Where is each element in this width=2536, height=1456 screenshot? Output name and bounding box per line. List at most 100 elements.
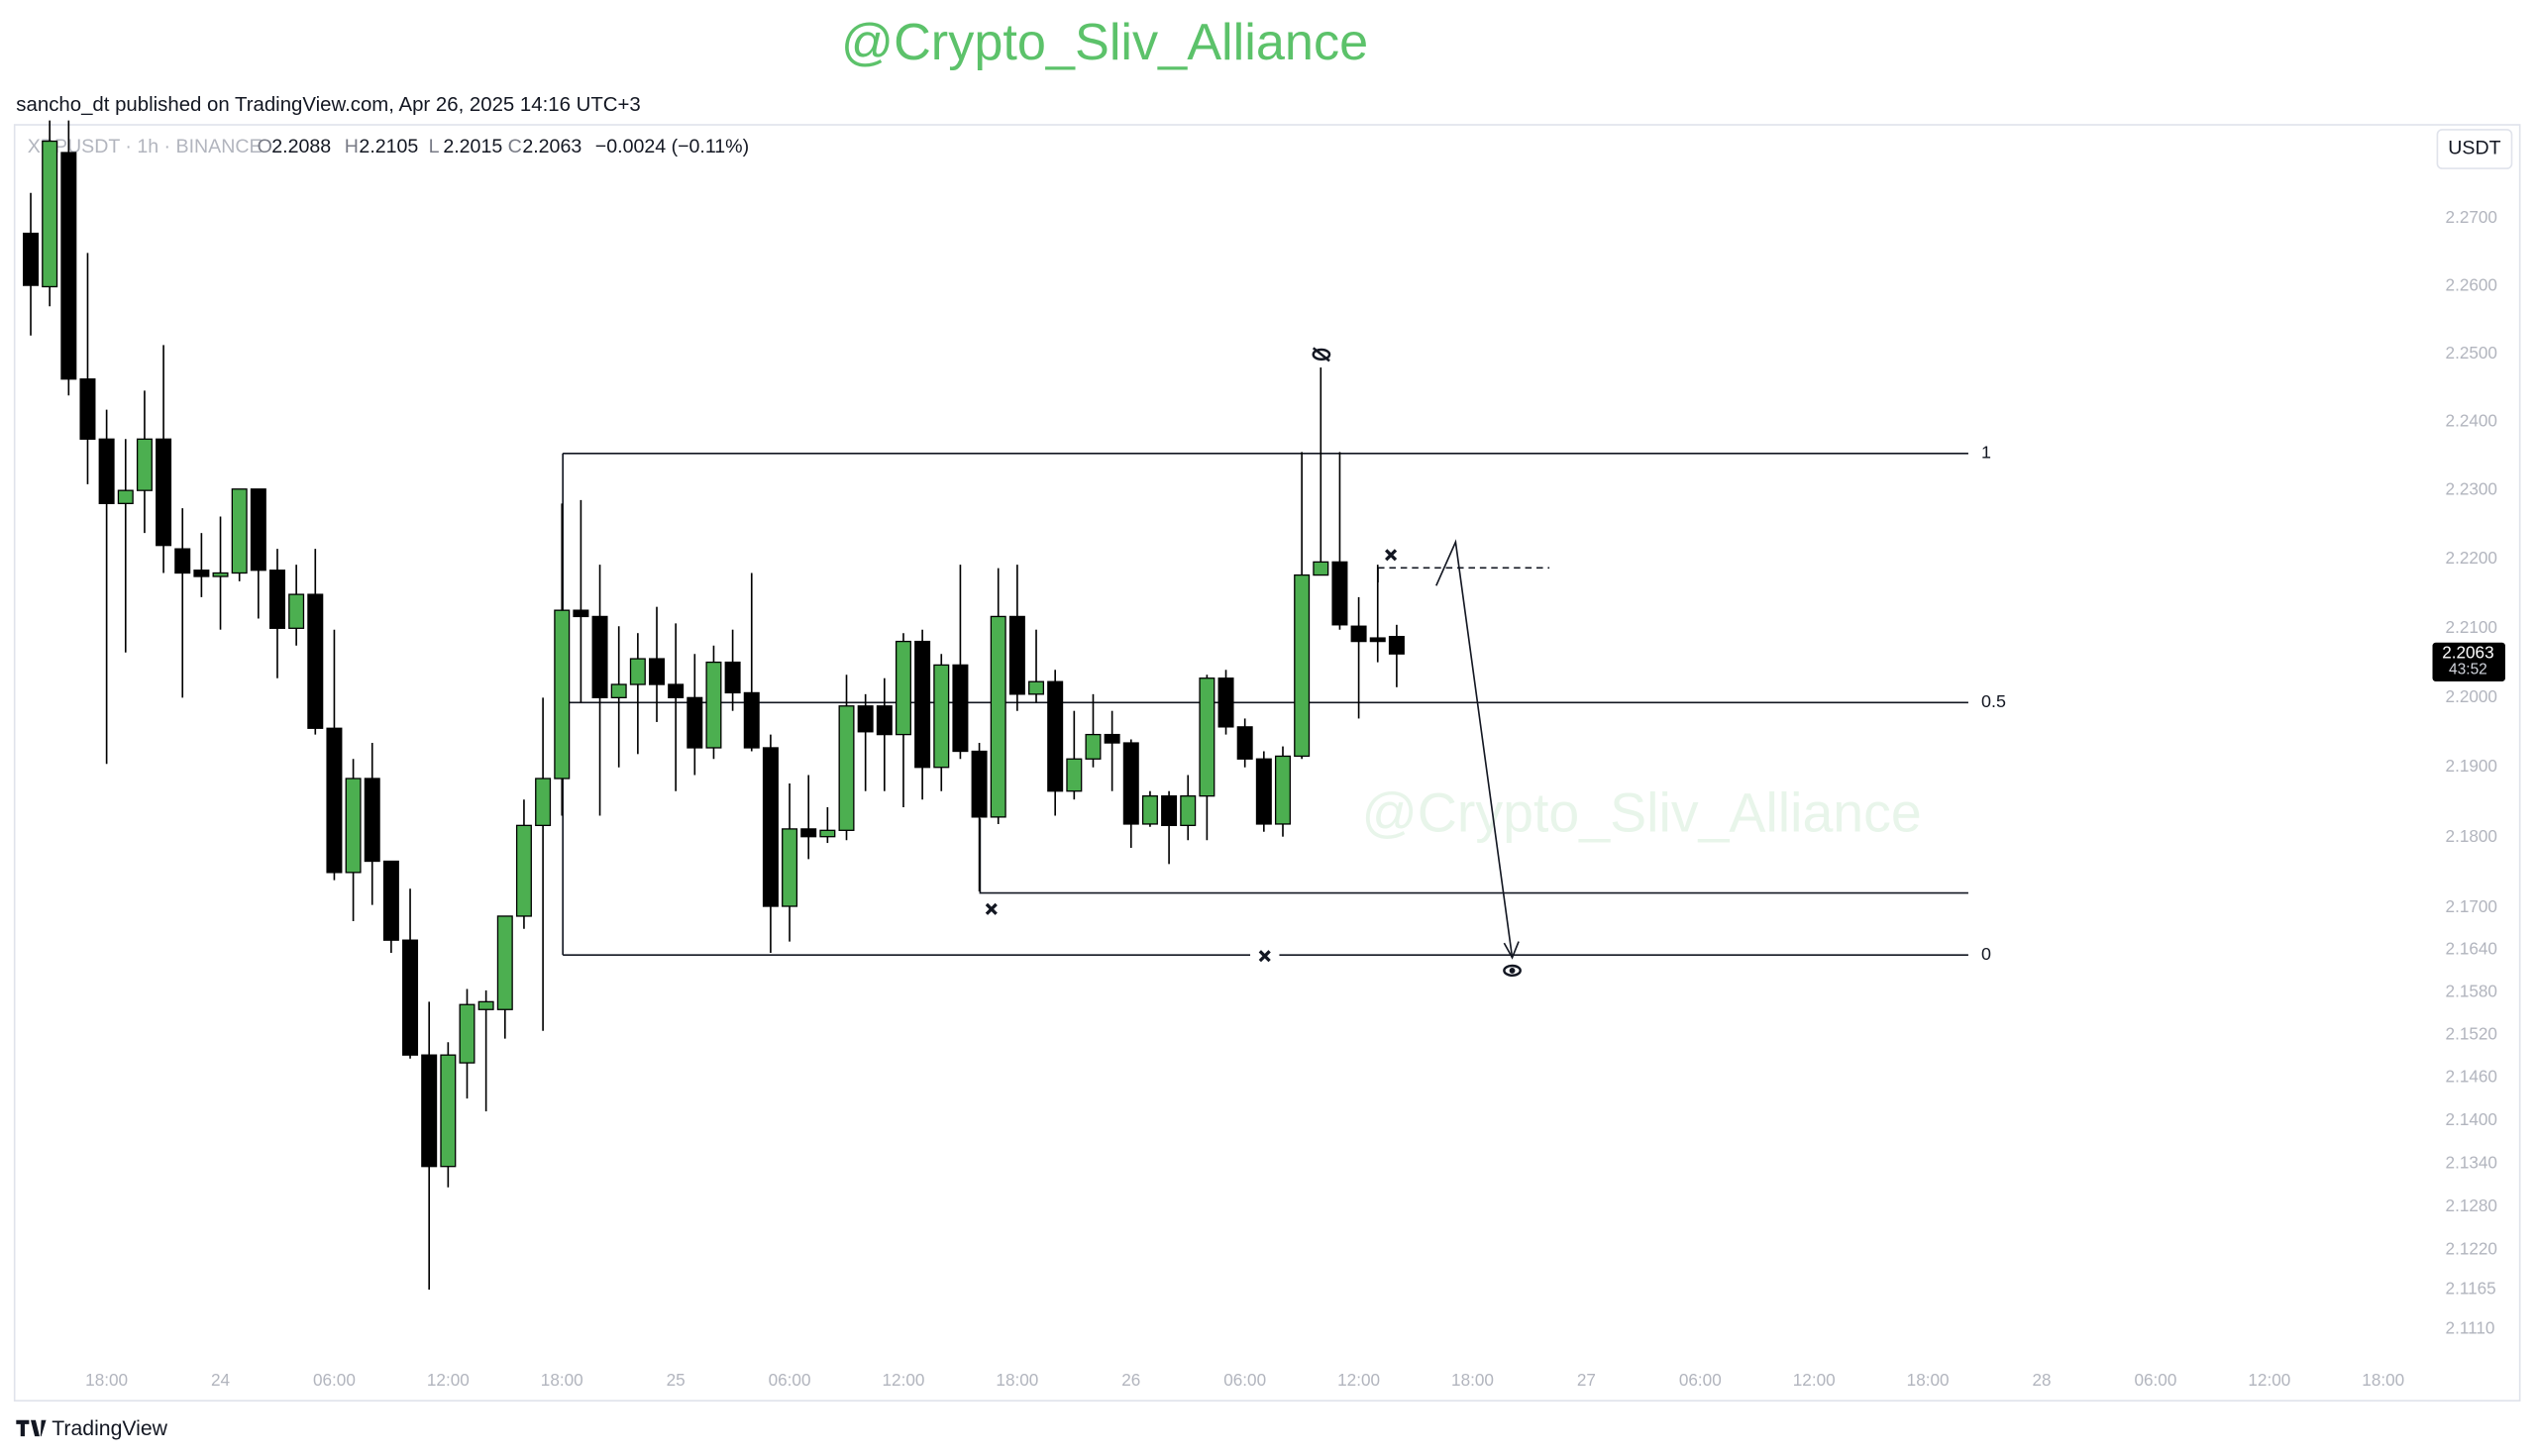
candle-body	[1236, 726, 1253, 760]
candle-body	[1331, 561, 1348, 626]
candle-body	[250, 488, 266, 572]
candle-body	[838, 705, 855, 831]
cross-mark	[1385, 549, 1398, 562]
legend-value: 2.2105	[359, 136, 418, 157]
x-tick-label: 18:00	[996, 1370, 1038, 1390]
candle-body	[1047, 680, 1064, 792]
candle-body	[819, 829, 836, 838]
candle-body	[1028, 680, 1045, 695]
candle-body	[307, 593, 324, 729]
x-tick-label: 18:00	[1451, 1370, 1494, 1390]
watermark-top: @Crypto_Sliv_Alliance	[841, 14, 1368, 71]
candle-body	[971, 750, 988, 818]
candle-body	[98, 438, 115, 504]
x-tick-label: 12:00	[1337, 1370, 1380, 1390]
candle-body	[1388, 636, 1405, 655]
candle-body	[459, 1003, 476, 1064]
y-tick-label: 2.1800	[2446, 826, 2497, 846]
candle-body	[1066, 758, 1083, 792]
candle-body	[326, 727, 343, 874]
x-tick-label: 06:00	[769, 1370, 811, 1390]
y-tick-label: 2.2600	[2446, 274, 2497, 294]
candle-body	[1161, 795, 1178, 827]
candle-body	[990, 615, 1006, 818]
published-line: sancho_dt published on TradingView.com, …	[16, 94, 640, 116]
candle-body	[724, 661, 741, 694]
candle-body	[345, 778, 362, 874]
legend-key: L	[429, 136, 440, 157]
candle-body	[1313, 561, 1329, 576]
candle-body	[705, 661, 722, 749]
candle-body	[364, 778, 380, 863]
y-tick-label: 2.2300	[2446, 479, 2497, 499]
candle-body	[1085, 733, 1102, 760]
symbol-label: XRPUSDT · 1h · BINANCE	[28, 136, 263, 157]
candle-body	[876, 705, 893, 736]
candle-body	[952, 664, 969, 753]
candle-body	[1217, 677, 1234, 728]
x-tick-label: 18:00	[2362, 1370, 2404, 1390]
y-tick-label: 2.1220	[2446, 1238, 2497, 1258]
eye-pupil	[1509, 967, 1516, 974]
candle-body	[668, 683, 685, 699]
x-tick-label: 18:00	[85, 1370, 128, 1390]
x-tick-label: 06:00	[1223, 1370, 1266, 1390]
legend-key: C	[508, 136, 522, 157]
candle-body	[382, 860, 399, 941]
currency-button[interactable]	[2436, 129, 2513, 169]
candle-body	[895, 640, 911, 736]
y-tick-label: 2.1700	[2446, 896, 2497, 916]
brand-logo	[16, 1419, 47, 1437]
y-tick-label: 2.2200	[2446, 548, 2497, 568]
y-tick-label: 2.1640	[2446, 939, 2497, 959]
arrow-head	[1503, 941, 1520, 960]
x-tick-label: 18:00	[541, 1370, 583, 1390]
candle-body	[629, 658, 646, 685]
currency-label[interactable]: USDT	[2448, 138, 2500, 159]
eye-slash	[1312, 347, 1330, 363]
axes: 2.2700 2.2600 2.2500 2.2400 2.2300 2.2200 2.21…	[85, 207, 2497, 1390]
y-tick-label: 2.1900	[2446, 756, 2497, 776]
x-tick-label: 28	[2032, 1370, 2051, 1390]
change-label: −0.0024 (−0.11%)	[595, 136, 749, 157]
candle-body	[857, 705, 874, 733]
x-tick-label: 12:00	[2248, 1370, 2290, 1390]
fib-retracement: 10.50	[562, 443, 2006, 964]
candle-body	[402, 939, 419, 1056]
legend-key: H	[345, 136, 359, 157]
projection-arrow	[1435, 539, 1514, 958]
candle-body	[79, 378, 96, 440]
candle-body	[1008, 615, 1025, 695]
candle-body	[212, 572, 229, 577]
candle-body	[1369, 637, 1386, 643]
candle-body	[1274, 755, 1291, 825]
y-tick-label: 2.2500	[2446, 343, 2497, 363]
candle-body	[914, 640, 931, 769]
x-tick-label: 24	[211, 1370, 231, 1390]
candle-body	[782, 828, 798, 907]
x-tick-label: 12:00	[427, 1370, 470, 1390]
x-tick-label: 18:00	[1907, 1370, 1950, 1390]
x-tick-label: 06:00	[1679, 1370, 1722, 1390]
candle-body	[535, 778, 552, 827]
candle-body	[288, 593, 305, 629]
candle-body	[477, 1000, 494, 1010]
ohlc-legend: O 2.2088 H 2.2105 L 2.2015 C 2.2063	[258, 136, 582, 157]
legend-key: O	[258, 136, 272, 157]
x-tick-label: 06:00	[2135, 1370, 2177, 1390]
legend-value: 2.2063	[522, 136, 581, 157]
candle-body	[1180, 795, 1197, 827]
candle-body	[1294, 573, 1311, 758]
y-tick-label: 2.2700	[2446, 207, 2497, 227]
y-tick-label: 2.1110	[2446, 1318, 2495, 1338]
candle-body	[174, 548, 191, 574]
candle-body	[231, 488, 248, 574]
candle-body	[1122, 742, 1139, 825]
x-tick-label: 06:00	[313, 1370, 356, 1390]
fib-level-label: 0.5	[1981, 691, 2006, 711]
x-tick-label: 26	[1121, 1370, 1140, 1390]
x-tick-label: 27	[1577, 1370, 1596, 1390]
candle-body	[440, 1054, 457, 1168]
